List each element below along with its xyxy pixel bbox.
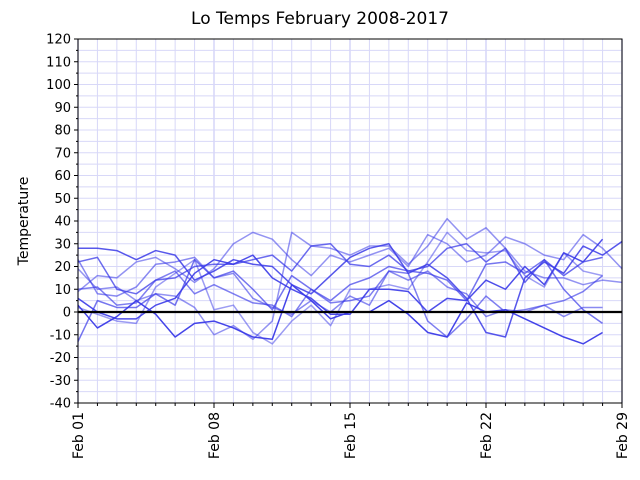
x-axis: Feb 01 Feb 08 Feb 15 Feb 22 Feb 29	[71, 403, 631, 459]
y-tick-label: 120	[46, 33, 71, 48]
x-tick-label: Feb 29	[615, 412, 631, 459]
series-line	[77, 243, 603, 295]
y-axis: -40 -30 -20 -10 0 10 20 30 40 50 60 70 80 90 100 110 120	[46, 33, 78, 412]
y-tick-label: 60	[54, 169, 71, 184]
y-tick-label: 20	[54, 260, 71, 275]
series-group	[77, 217, 623, 345]
chart-title: Lo Temps February 2008-2017	[191, 9, 449, 29]
y-axis-label: Temperature	[16, 177, 32, 267]
series-line	[77, 258, 604, 342]
y-tick-label: -20	[50, 351, 71, 366]
x-tick-label: Feb 08	[207, 412, 223, 459]
y-tick-label: 30	[54, 237, 71, 252]
y-tick-label: 50	[54, 192, 71, 207]
y-tick-label: 110	[46, 55, 71, 70]
y-tick-label: -10	[50, 328, 71, 343]
y-tick-label: 40	[54, 215, 71, 230]
x-tick-label: Feb 01	[71, 412, 87, 459]
y-tick-label: -40	[50, 397, 71, 412]
series-line	[77, 283, 603, 345]
x-tick-label: Feb 15	[343, 412, 359, 459]
series-line	[77, 238, 604, 320]
series-line	[77, 231, 623, 293]
y-tick-label: 80	[54, 124, 71, 139]
y-tick-label: 70	[54, 146, 71, 161]
series-line	[77, 270, 604, 338]
y-tick-label: 0	[63, 306, 71, 321]
y-tick-label: 90	[54, 101, 71, 116]
y-tick-label: 100	[46, 78, 71, 93]
x-tick-label: Feb 22	[479, 412, 495, 459]
y-tick-label: -30	[50, 374, 71, 389]
series-line	[77, 217, 623, 341]
y-tick-label: 10	[54, 283, 71, 298]
series-line	[77, 231, 603, 345]
